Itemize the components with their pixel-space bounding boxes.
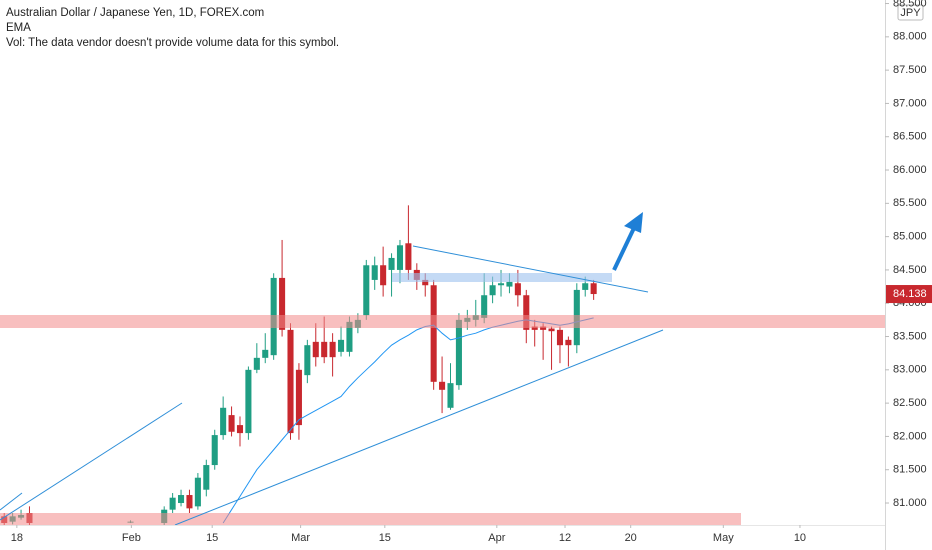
x-tick-label: 10 <box>794 532 806 544</box>
x-tick-label: Mar <box>291 532 310 544</box>
candle-body <box>481 295 488 318</box>
candle-body <box>363 265 370 316</box>
candle-body <box>455 319 462 386</box>
candle-body <box>447 383 454 408</box>
candle-body <box>186 495 193 509</box>
x-tick-label: 12 <box>559 532 571 544</box>
candle-body <box>531 326 538 330</box>
candle-body <box>548 328 555 332</box>
candle-body <box>565 339 572 346</box>
candle-body <box>405 243 412 270</box>
y-tick-label: 88.000 <box>893 31 927 43</box>
legend-ema: EMA <box>6 22 31 34</box>
candle-body <box>228 415 235 432</box>
y-tick-label: 81.500 <box>893 464 927 476</box>
candle-body <box>178 495 185 504</box>
last-price-tag <box>886 285 932 304</box>
supply-zone <box>392 273 612 282</box>
candle-body <box>346 321 353 352</box>
candle-body <box>489 285 496 296</box>
y-tick-label: 84.500 <box>893 264 927 276</box>
support-zone <box>0 513 741 525</box>
candle-body <box>371 265 378 280</box>
candle-body <box>253 357 260 370</box>
candle-body <box>439 381 446 390</box>
candle-body <box>422 279 429 286</box>
candle-body <box>497 283 505 286</box>
y-tick-label: 86.500 <box>893 131 927 143</box>
y-tick-label: 88.500 <box>893 0 927 9</box>
last-price-label: 84.138 <box>893 288 927 300</box>
arrow <box>612 227 636 271</box>
y-tick-label: 82.000 <box>893 430 927 442</box>
y-tick-label: 86.000 <box>893 164 927 176</box>
y-tick-label: 85.000 <box>893 231 927 243</box>
candle-body <box>262 349 269 358</box>
candle-body <box>514 283 521 296</box>
y-tick-label: 87.500 <box>893 64 927 76</box>
y-tick-label: 83.500 <box>893 330 927 342</box>
candle-body <box>590 283 597 295</box>
currency-box[interactable] <box>897 4 924 21</box>
x-tick-label: 15 <box>206 532 218 544</box>
candle-body <box>245 369 252 434</box>
x-tick-label: 20 <box>625 532 637 544</box>
candle-body <box>203 465 210 490</box>
candle-body <box>287 329 294 434</box>
candle-body <box>312 341 319 358</box>
y-tick-label: 83.000 <box>893 364 927 376</box>
x-tick-label: 15 <box>379 532 391 544</box>
y-tick-label: 81.000 <box>893 497 927 509</box>
volume-note: Vol: The data vendor doesn't provide vol… <box>6 37 339 49</box>
x-tick-label: May <box>713 532 734 544</box>
drawings <box>0 212 885 525</box>
y-tick-label: 85.500 <box>893 197 927 209</box>
plot <box>1 205 597 525</box>
candle-body <box>169 497 176 510</box>
candle-body <box>388 257 395 270</box>
candle-body <box>279 277 286 330</box>
resistance-zone <box>0 315 885 328</box>
candle-body <box>220 407 227 436</box>
candle-body <box>236 425 244 434</box>
ema-line <box>222 317 594 524</box>
x-tick-label: Feb <box>122 532 141 544</box>
candle-body <box>211 435 218 466</box>
candle-body <box>396 245 404 270</box>
x-tick-label: Apr <box>488 532 505 544</box>
candle-body <box>540 326 547 330</box>
candle-body <box>321 341 328 358</box>
x-tick-label: 18 <box>11 532 23 544</box>
candle-body <box>329 341 336 358</box>
candle-body <box>194 477 201 507</box>
candle-body <box>506 281 513 287</box>
candle-body <box>380 265 387 286</box>
currency: JPY <box>900 7 921 19</box>
candle-body <box>338 339 345 352</box>
candle-body <box>295 369 302 426</box>
trend-line <box>412 245 649 293</box>
candle-body <box>556 329 563 346</box>
y-tick-label: 82.500 <box>893 397 927 409</box>
y-tick-label: 87.000 <box>893 97 927 109</box>
candle-body <box>304 345 311 376</box>
trend-line <box>174 329 664 525</box>
arrow-head <box>624 212 643 233</box>
title: Australian Dollar / Japanese Yen, 1D, FO… <box>6 7 264 19</box>
trend-line <box>0 492 23 511</box>
candle-body <box>582 283 589 290</box>
trend-line <box>0 402 183 521</box>
candle-body <box>430 285 437 382</box>
candle-body <box>523 295 530 330</box>
